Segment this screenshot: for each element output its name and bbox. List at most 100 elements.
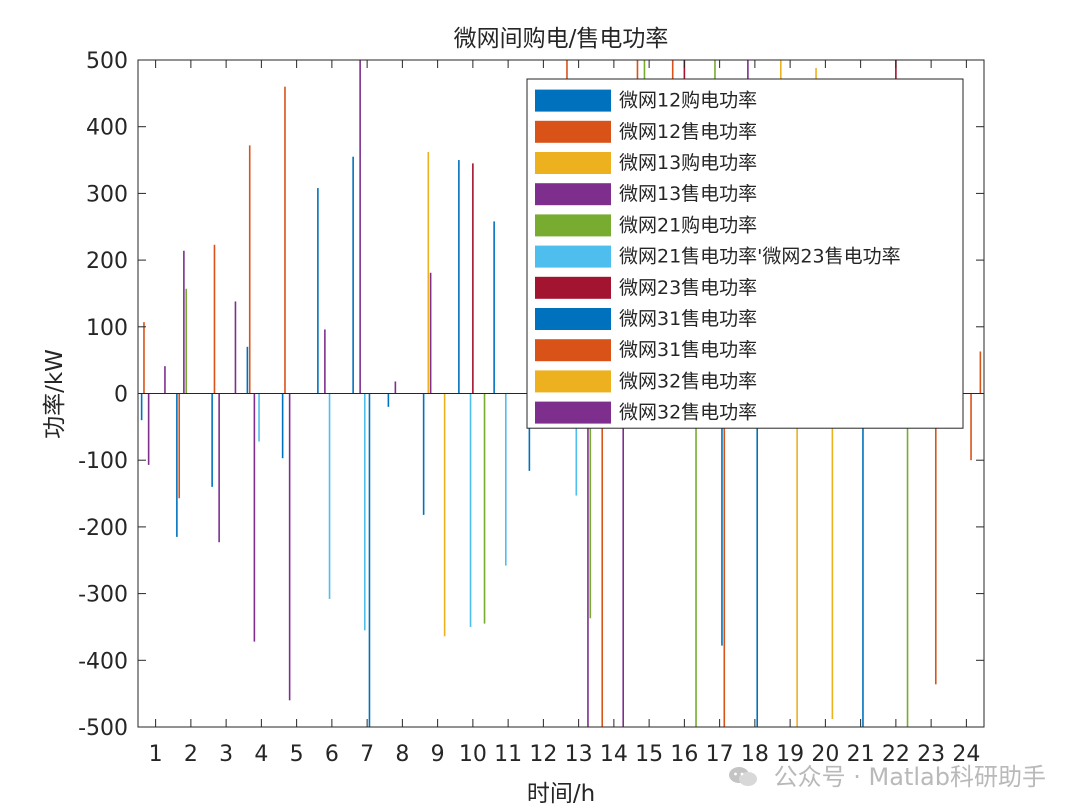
bar [601, 393, 604, 727]
bar [164, 366, 166, 394]
legend-swatch [535, 276, 611, 299]
bar [246, 346, 249, 394]
bar [587, 393, 589, 727]
bar [970, 393, 972, 461]
y-tick-label: 200 [86, 249, 128, 274]
y-tick-label: 400 [86, 116, 128, 141]
bar [906, 393, 909, 727]
bar [213, 244, 216, 394]
bar [324, 329, 326, 394]
x-tick-label: 23 [917, 742, 945, 767]
legend-label: 微网23售电功率 [619, 277, 757, 299]
legend-swatch [535, 152, 611, 174]
x-tick-label: 10 [459, 742, 487, 767]
bar [429, 272, 432, 394]
x-tick-label: 20 [811, 742, 839, 767]
bar [218, 393, 220, 543]
legend-swatch [535, 214, 611, 237]
bar [183, 250, 185, 394]
x-tick-label: 5 [290, 742, 304, 767]
y-tick-label: -200 [78, 516, 128, 541]
bar [211, 393, 213, 487]
legend-swatch [535, 183, 611, 206]
bar [472, 163, 474, 394]
bar [443, 393, 446, 637]
x-tick-label: 17 [706, 742, 734, 767]
legend-swatch [535, 120, 611, 143]
bar [756, 393, 759, 727]
bar [248, 145, 251, 394]
bar [575, 393, 578, 496]
bar [387, 393, 390, 407]
y-tick-label: -500 [78, 716, 128, 741]
x-tick-label: 13 [565, 742, 593, 767]
x-tick-label: 7 [360, 742, 374, 767]
legend-swatch [535, 339, 611, 362]
bar [363, 393, 366, 631]
legend-label: 微网32售电功率 [619, 402, 757, 424]
bar [862, 393, 864, 727]
watermark-text: 公众号 · Matlab科研助手 [773, 763, 1046, 791]
bar [528, 393, 531, 471]
legend-swatch [535, 245, 611, 268]
bar [359, 60, 361, 394]
legend-label: 微网31售电功率 [619, 339, 757, 361]
bar [234, 301, 237, 394]
legend-swatch [535, 308, 611, 330]
bar [140, 393, 143, 421]
legend-swatch [535, 89, 611, 112]
bar [796, 393, 798, 727]
bar [427, 152, 430, 394]
y-tick-label: 0 [114, 383, 128, 408]
bar [589, 393, 592, 619]
x-tick-label: 18 [741, 742, 769, 767]
y-tick-label: 100 [86, 316, 128, 341]
bar [934, 393, 937, 685]
x-tick-label: 3 [219, 742, 233, 767]
wechat-icon [728, 766, 758, 788]
chart-title: 微网间购电/售电功率 [454, 26, 669, 52]
bar [368, 393, 371, 727]
bar [176, 393, 178, 537]
x-tick-label: 1 [149, 742, 163, 767]
bar [831, 393, 834, 719]
bar [504, 393, 507, 566]
bar [317, 188, 319, 394]
y-axis-label: 功率/kW [42, 349, 68, 439]
x-tick-label: 9 [431, 742, 445, 767]
bar [178, 393, 181, 499]
bar [721, 393, 723, 646]
x-tick-label: 11 [494, 742, 522, 767]
bar [258, 393, 260, 442]
y-tick-label: -100 [78, 449, 128, 474]
x-tick-label: 12 [529, 742, 557, 767]
legend-label: 微网13售电功率 [619, 183, 757, 205]
bar [281, 393, 284, 459]
bar [394, 381, 397, 394]
x-tick-label: 21 [847, 742, 875, 767]
legend-swatch [535, 370, 611, 393]
bar [458, 160, 460, 394]
legend-swatch [535, 401, 611, 424]
bar [493, 221, 495, 394]
x-tick-label: 22 [882, 742, 910, 767]
legend-label: 微网12购电功率 [619, 90, 757, 112]
bar [147, 393, 150, 465]
bar [352, 156, 354, 394]
y-tick-label: -400 [78, 649, 128, 674]
x-tick-label: 4 [254, 742, 268, 767]
x-tick-label: 2 [184, 742, 198, 767]
legend-label: 微网21售电功率'微网23售电功率 [619, 246, 901, 268]
bar [288, 393, 291, 701]
bar [723, 393, 726, 727]
legend-label: 微网12售电功率 [619, 121, 757, 143]
watermark: 公众号 · Matlab科研助手 [728, 757, 1046, 792]
y-tick-label: 500 [86, 49, 128, 74]
bar [695, 393, 697, 727]
bar [185, 288, 188, 394]
bar [483, 393, 486, 624]
bar [284, 86, 286, 394]
legend-label: 微网32售电功率 [619, 370, 757, 392]
bar [253, 393, 256, 642]
